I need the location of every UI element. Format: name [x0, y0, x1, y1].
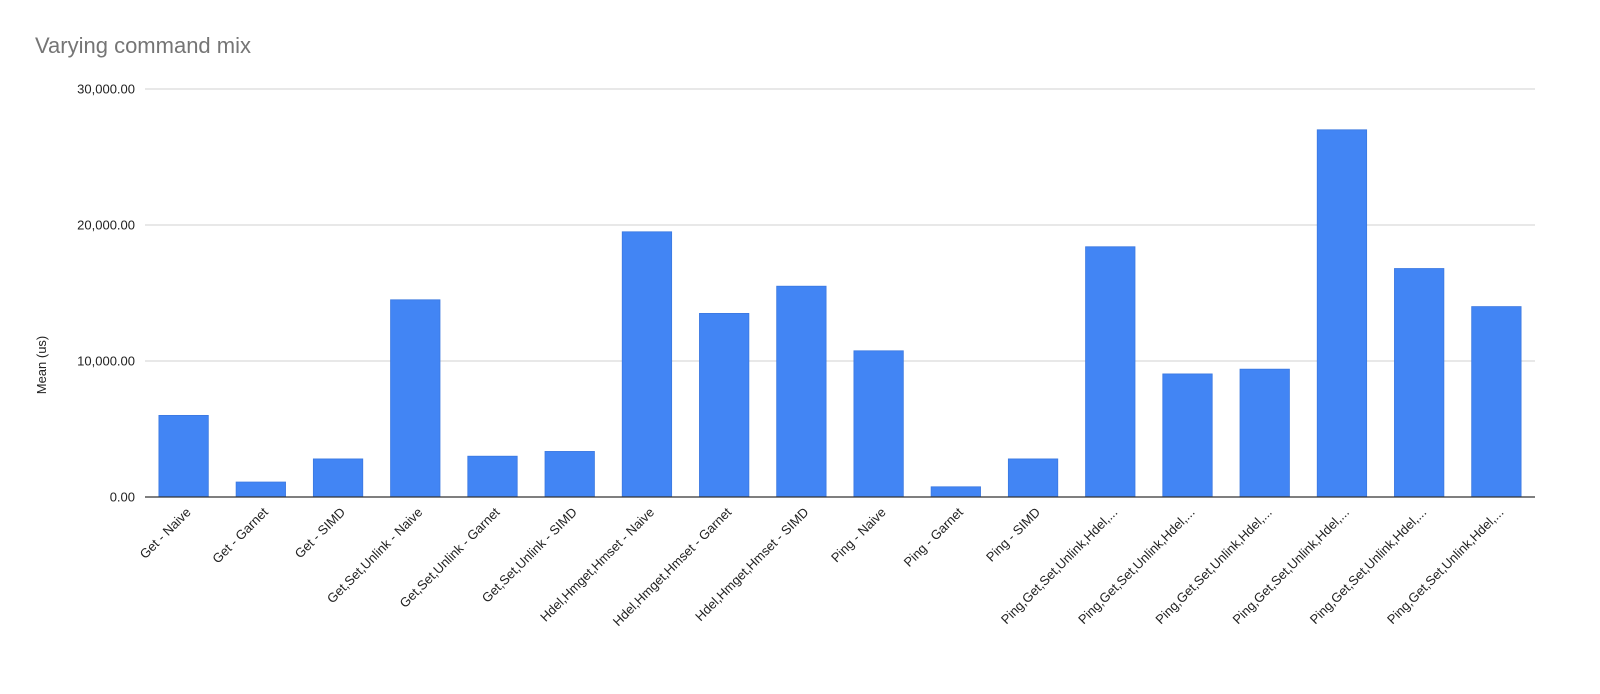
y-tick-label: 10,000.00 [77, 354, 135, 369]
x-axis-labels: Get - Naive Get - Garnet Get - SIMDGet,Set… [137, 504, 1507, 629]
bar [1471, 306, 1522, 498]
y-tick-label: 20,000.00 [77, 218, 135, 233]
bar [158, 414, 209, 498]
x-tick-label: Ping - SIMD [983, 505, 1043, 565]
bar [621, 231, 673, 498]
x-tick-label: Get - SIMD [292, 505, 349, 562]
bar [699, 312, 750, 498]
bar [930, 486, 981, 498]
bar [544, 451, 595, 498]
bar [1394, 268, 1445, 498]
x-tick-label: Ping - Naive [828, 505, 889, 566]
bar [1316, 129, 1368, 498]
bar [1239, 368, 1290, 498]
y-tick-label: 30,000.00 [77, 82, 135, 97]
y-axis-ticks: 0.00 10,000.00 20,000.00 30,000.00 [77, 82, 135, 505]
y-tick-label: 0.00 [110, 490, 135, 505]
x-tick-label: Ping - Garnet [901, 504, 967, 570]
bar [1085, 246, 1136, 498]
bars [158, 129, 1522, 498]
bar [853, 350, 904, 498]
bar [1162, 373, 1213, 498]
x-tick-label: Get - Naive [137, 505, 194, 562]
x-tick-label: Get - Garnet [209, 504, 271, 566]
y-axis-title: Mean (us) [34, 336, 49, 395]
bar [776, 285, 827, 498]
bar [312, 458, 364, 498]
bar [390, 299, 441, 498]
bar [235, 481, 286, 498]
chart-title: Varying command mix [35, 33, 251, 58]
bar [467, 455, 518, 498]
bar [1007, 458, 1059, 498]
gridlines [145, 88, 1535, 362]
